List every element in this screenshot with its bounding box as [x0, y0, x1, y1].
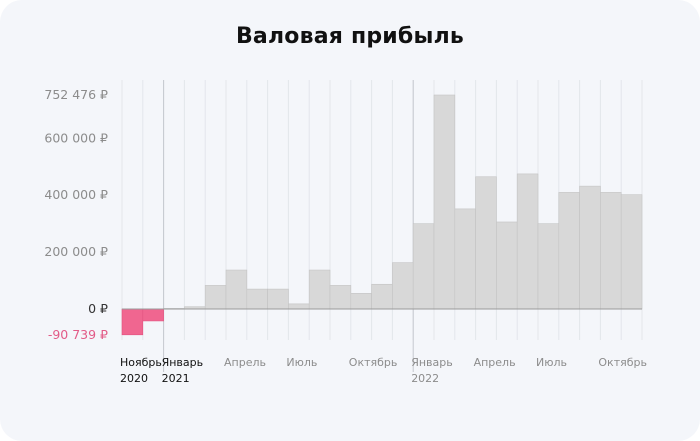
- bar-8: [288, 303, 310, 310]
- bar-4: [204, 285, 227, 310]
- bar-13: [392, 262, 414, 310]
- bar-23: [600, 192, 622, 310]
- bar-15: [433, 94, 456, 310]
- bar-1: [142, 308, 164, 322]
- x-tick-label: Июль: [536, 356, 567, 369]
- x-tick-label: Октябрь: [598, 356, 647, 369]
- x-tick-year-label: 2020: [120, 372, 148, 385]
- x-tick-year-label: 2021: [162, 372, 190, 385]
- x-tick-label: Июль: [286, 356, 317, 369]
- bar-5: [225, 269, 248, 310]
- y-tick-label: 400 000 ₽: [44, 187, 108, 202]
- bar-16: [454, 208, 476, 310]
- chart-title: Валовая прибыль: [235, 24, 465, 49]
- bar-11: [350, 293, 372, 310]
- x-tick-year-label: 2022: [411, 372, 439, 385]
- x-tick-label: Январь: [411, 356, 453, 369]
- x-tick-label: Январь: [162, 356, 204, 369]
- bar-14: [412, 223, 435, 310]
- bar-20: [537, 223, 560, 310]
- bar-17: [475, 176, 497, 310]
- bar-24: [620, 194, 643, 310]
- x-tick-label: Апрель: [224, 356, 266, 369]
- y-tick-label: -90 739 ₽: [48, 327, 108, 342]
- bar-19: [516, 173, 539, 310]
- x-tick-label: Апрель: [474, 356, 516, 369]
- bar-0: [121, 308, 144, 336]
- y-tick-label: 200 000 ₽: [44, 244, 108, 259]
- y-tick-label: 752 476 ₽: [44, 87, 108, 102]
- x-tick-label: Ноябрь: [120, 356, 162, 369]
- x-tick-label: Октябрь: [349, 356, 398, 369]
- y-tick-label: 600 000 ₽: [44, 130, 108, 145]
- bar-10: [329, 285, 352, 310]
- y-tick-label: 0 ₽: [88, 301, 108, 316]
- bar-21: [558, 192, 580, 310]
- bar-7: [267, 288, 289, 310]
- bar-18: [496, 221, 518, 310]
- bar-9: [308, 269, 331, 310]
- bar-22: [579, 185, 601, 310]
- bar-6: [246, 288, 268, 310]
- bar-12: [371, 283, 393, 310]
